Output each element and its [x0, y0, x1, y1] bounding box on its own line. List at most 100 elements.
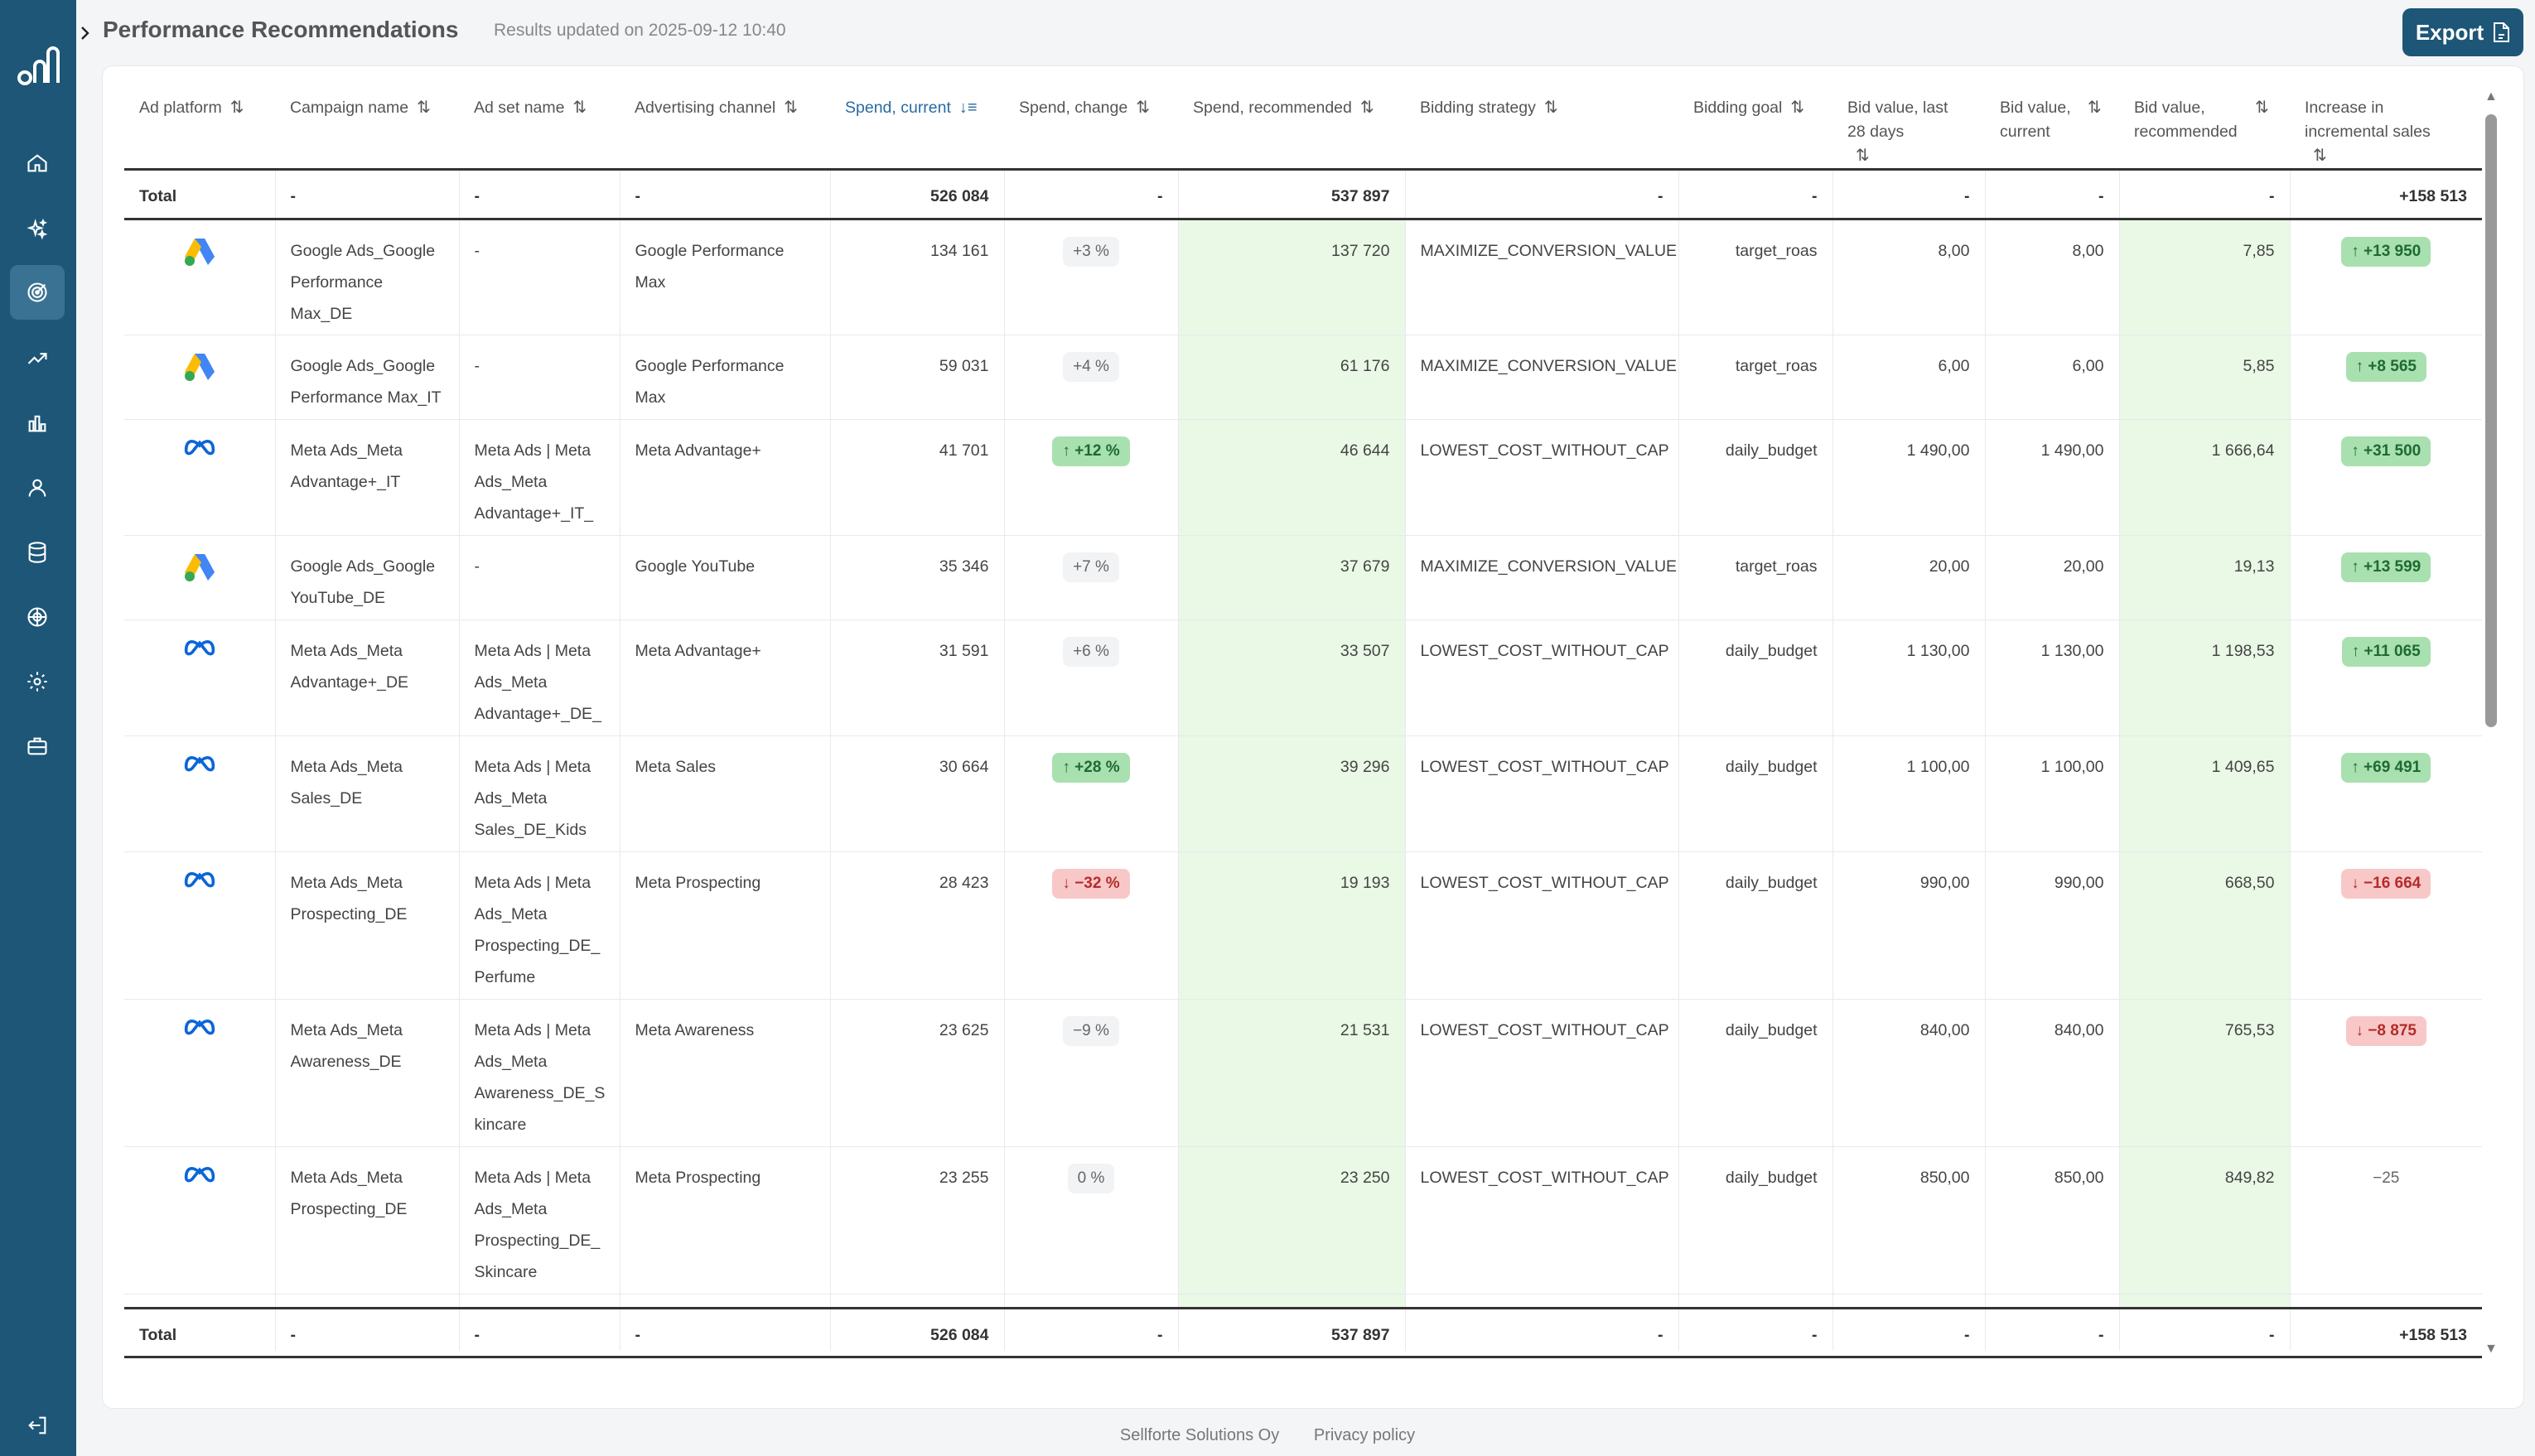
sort-icon[interactable]: ⇅: [229, 99, 244, 117]
table-row[interactable]: Google Ads_Google YouTube_DE - Google YouT…: [124, 535, 2482, 620]
column-header[interactable]: Advertising channel ⇅: [620, 71, 830, 171]
column-header-label: Bidding strategy: [1420, 99, 1536, 117]
sort-icon[interactable]: ⇅: [2088, 99, 2102, 117]
spend-change-badge: ↓ −32 %: [1052, 869, 1130, 899]
meta-icon: [183, 1162, 216, 1195]
nav-integrations[interactable]: [10, 590, 65, 644]
campaign-name-cell: Meta Ads_Meta Advantage+_DE: [275, 620, 460, 736]
scroll-down-icon[interactable]: ▼: [2484, 1342, 2498, 1356]
increase-badge: ↓ −16 664: [2341, 869, 2431, 899]
integrations-icon: [27, 607, 47, 627]
platform-cell: [124, 419, 276, 536]
nav-ai[interactable]: [10, 202, 65, 257]
nav-recommendations[interactable]: [10, 265, 65, 320]
sort-icon[interactable]: ⇅: [1856, 147, 1870, 165]
increase-badge: ↓ −8 875: [2345, 1016, 2426, 1046]
column-header-label: Bid value, current: [2000, 99, 2071, 141]
nav-settings[interactable]: [10, 654, 65, 709]
total-cell: -: [1985, 1309, 2120, 1351]
column-header[interactable]: Spend, recommended ⇅: [1178, 71, 1405, 171]
column-header[interactable]: Ad platform ⇅: [124, 71, 275, 171]
platform-cell: [124, 1146, 276, 1294]
sort-descending-icon[interactable]: ↓≡: [958, 99, 978, 117]
increase-cell: ↑ +69 491: [2290, 735, 2482, 852]
bid-last-28-cell: 990,00: [1832, 851, 1986, 1000]
spend-change-cell: ↑ +28 %: [1004, 735, 1179, 852]
table-scrollbar[interactable]: ▲ ▼: [2482, 89, 2500, 1357]
bidding-goal-cell: target_roas: [1678, 219, 1833, 335]
sort-icon[interactable]: ⇅: [572, 99, 587, 117]
channel-cell: Meta Awareness: [620, 999, 831, 1147]
column-header[interactable]: Increase in incremental sales ⇅: [2290, 71, 2482, 171]
nav-reports[interactable]: [10, 396, 65, 451]
sort-icon[interactable]: ⇅: [1790, 99, 1805, 117]
bid-current-cell: 840,00: [1985, 999, 2120, 1147]
increase-cell: ↑ +8 565: [2290, 335, 2482, 420]
nav-home[interactable]: [10, 136, 65, 190]
spend-recommended-cell: 33 507: [1178, 620, 1406, 736]
sort-icon[interactable]: ⇅: [1359, 99, 1374, 117]
table-row[interactable]: Google Ads_Google Performance Max_IT - Goo…: [124, 335, 2482, 420]
column-header[interactable]: Bidding strategy ⇅: [1405, 71, 1678, 171]
table-row[interactable]: Meta Ads_Meta Advantage+_IT Meta Ads | Me…: [124, 419, 2482, 536]
total-cell: +158 513: [2290, 169, 2482, 220]
nav-users[interactable]: [10, 460, 65, 515]
table-row[interactable]: Meta Ads_Meta Prospecting_DE Meta Ads | M…: [124, 1146, 2482, 1294]
export-button[interactable]: Export: [2402, 8, 2523, 56]
column-header[interactable]: Bid value, recommended ⇅: [2119, 71, 2290, 171]
channel-cell: Google Performance Max: [620, 219, 831, 335]
column-header[interactable]: Ad set name ⇅: [459, 71, 620, 171]
table-row[interactable]: Google Ads_Google Performance Max_DE - Goo…: [124, 219, 2482, 335]
sort-icon[interactable]: ⇅: [1136, 99, 1150, 117]
sort-icon[interactable]: ⇅: [1543, 99, 1558, 117]
privacy-policy-link[interactable]: Privacy policy: [1313, 1426, 1416, 1444]
total-cell: Total: [124, 1309, 276, 1351]
total-cell: -: [1004, 169, 1179, 220]
column-header[interactable]: Bid value, last 28 days ⇅: [1832, 71, 1985, 171]
nav-workspace[interactable]: [10, 719, 65, 774]
sidebar: [0, 0, 76, 1456]
bid-current-cell: 1 490,00: [1985, 419, 2120, 536]
trend-icon: [27, 353, 47, 364]
column-header-label: Spend, change: [1019, 99, 1128, 117]
page-title: Performance Recommendations: [103, 17, 459, 42]
increase-badge: ↑ +13 599: [2341, 552, 2431, 582]
bid-current-cell: 8,00: [1985, 219, 2120, 335]
column-header[interactable]: Spend, current ↓≡: [830, 71, 1004, 171]
table-row[interactable]: Meta Ads_Meta Awareness_DE Meta Ads | Met…: [124, 999, 2482, 1147]
scrollbar-thumb[interactable]: [2485, 114, 2497, 727]
sidebar-toggle-button[interactable]: [76, 20, 94, 46]
spend-change-cell: ↓ −32 %: [1004, 851, 1179, 1000]
column-header[interactable]: Bidding goal ⇅: [1678, 71, 1832, 171]
export-label: Export: [2415, 19, 2484, 45]
table-row[interactable]: Meta Ads_Meta Sales_DE Meta Ads | Meta Ad…: [124, 735, 2482, 852]
column-header[interactable]: Campaign name ⇅: [275, 71, 459, 171]
spend-current-cell: 28 423: [830, 851, 1005, 1000]
logo-icon[interactable]: [15, 43, 61, 89]
scroll-up-icon[interactable]: ▲: [2484, 89, 2498, 104]
sort-icon[interactable]: ⇅: [784, 99, 798, 117]
bidding-goal-cell: daily_budget: [1678, 620, 1833, 736]
table-row[interactable]: Meta Ads_Meta Advantage+_DE Meta Ads | Me…: [124, 620, 2482, 736]
total-cell: -: [1832, 1309, 1986, 1351]
sort-icon[interactable]: ⇅: [2313, 147, 2327, 165]
sort-icon[interactable]: ⇅: [417, 99, 431, 117]
column-header[interactable]: Spend, change ⇅: [1004, 71, 1178, 171]
meta-icon: [183, 751, 216, 784]
bidding-strategy-cell: MAXIMIZE_CONVERSION_VALUE: [1405, 219, 1679, 335]
nav-data[interactable]: [10, 525, 65, 580]
adset-name-cell: -: [459, 335, 620, 420]
table-row[interactable]: Meta Ads_Meta Prospecting_DE Meta Ads | M…: [124, 851, 2482, 1000]
target-icon: [27, 282, 47, 302]
channel-cell: Google YouTube: [620, 535, 831, 620]
spend-recommended-cell: 46 644: [1178, 419, 1406, 536]
spend-recommended-cell: 21 531: [1178, 999, 1406, 1147]
sort-icon[interactable]: ⇅: [2255, 99, 2269, 117]
bidding-strategy-cell: MAXIMIZE_CONVERSION_VALUE: [1405, 335, 1679, 420]
column-header[interactable]: Bid value, current ⇅: [1985, 71, 2119, 171]
total-cell: -: [459, 1309, 620, 1351]
nav-logout[interactable]: [10, 1398, 65, 1453]
nav-trends[interactable]: [10, 331, 65, 386]
bidding-strategy-cell: LOWEST_COST_WITHOUT_CAP: [1405, 419, 1679, 536]
bidding-strategy-cell: MAXIMIZE_CONVERSION_VALUE: [1405, 535, 1679, 620]
